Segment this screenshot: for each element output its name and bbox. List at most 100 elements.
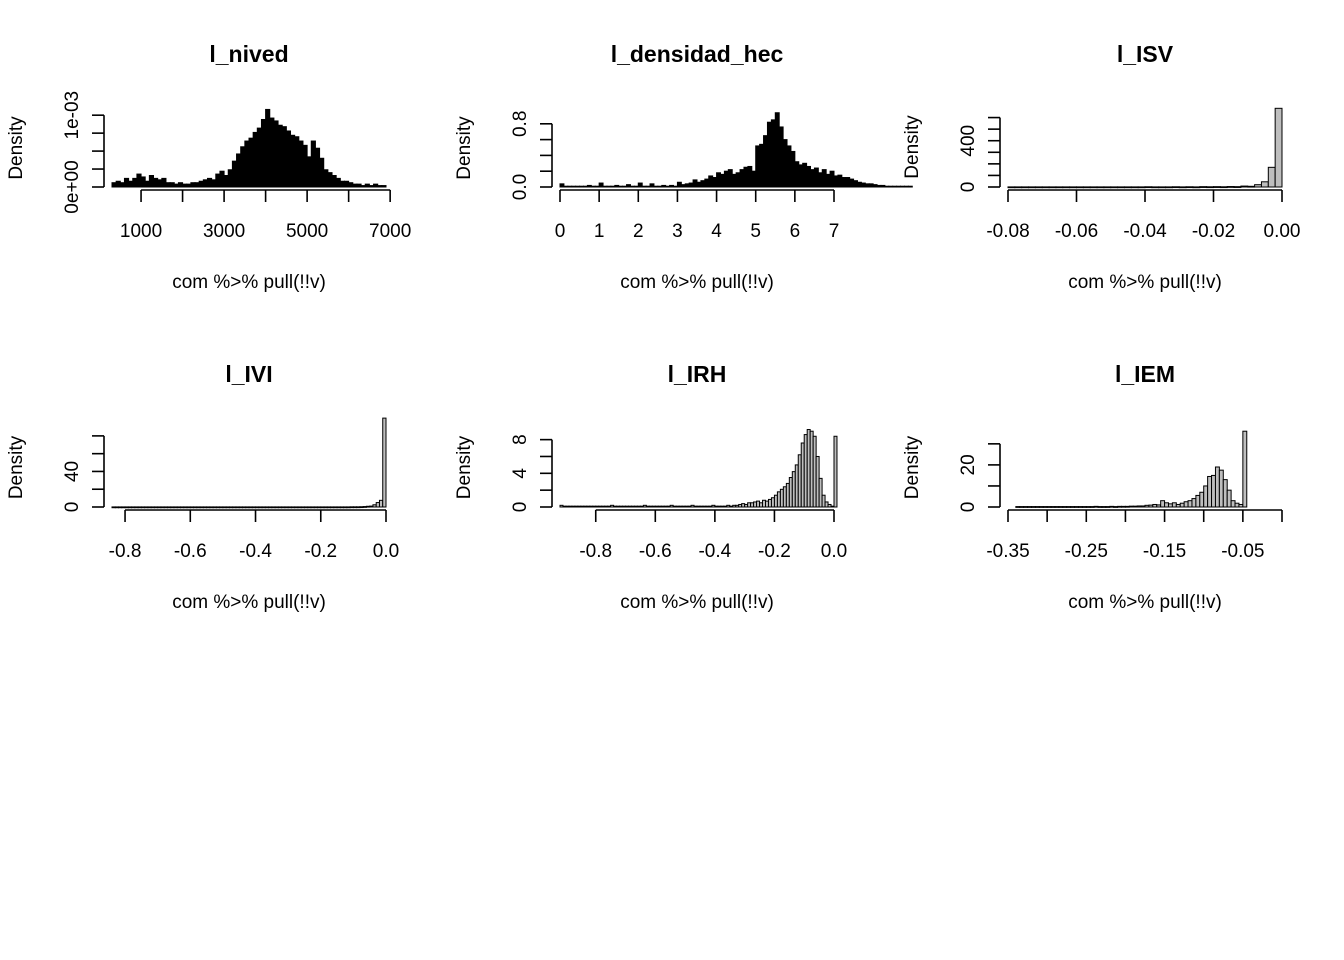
- histogram-bar: [618, 185, 624, 188]
- histogram-bar: [1199, 186, 1208, 188]
- histogram-bar: [892, 185, 898, 188]
- histogram-panel: l_IEM -0.35 -0.25 -0.15 -0.05 0 20 com %>% pull…: [902, 361, 1283, 613]
- x-tick-label: -0.2: [758, 541, 791, 562]
- histogram-bar: [1105, 506, 1111, 508]
- histogram-bar: [1096, 186, 1105, 189]
- histogram-bar: [327, 172, 333, 188]
- y-tick-label: 400: [958, 125, 979, 157]
- histogram-bar: [1109, 505, 1115, 508]
- histogram-bar: [1254, 184, 1262, 188]
- histogram-bar: [368, 185, 375, 188]
- histogram-bar: [614, 184, 620, 188]
- histogram-bar: [1050, 506, 1056, 508]
- histogram-bar: [1103, 186, 1112, 189]
- histogram-bar: [806, 165, 812, 188]
- x-tick-label: -0.6: [174, 541, 207, 562]
- histogram-bar: [719, 173, 725, 188]
- histogram-bar: [582, 185, 588, 188]
- histogram-bar: [1117, 186, 1125, 189]
- histogram-bar: [236, 153, 242, 188]
- histogram-bar: [1191, 498, 1197, 508]
- y-tick-label: 0e+00: [62, 160, 83, 213]
- x-tick-label: -0.25: [1065, 541, 1108, 562]
- y-axis-label: Density: [454, 435, 475, 499]
- histogram-bar: [821, 169, 827, 188]
- histogram-bar: [190, 182, 196, 188]
- histogram-bar: [1152, 503, 1158, 508]
- histogram-bar: [1195, 494, 1201, 508]
- histogram-bar: [1199, 491, 1205, 508]
- histogram-bar: [825, 173, 831, 188]
- y-tick-label: 0: [62, 502, 83, 513]
- histogram-bar: [653, 185, 659, 188]
- histogram-bar: [884, 185, 890, 188]
- histogram-bar: [1214, 466, 1220, 508]
- histogram-bar: [610, 185, 616, 188]
- histogram-bar: [598, 182, 604, 188]
- histogram-bar: [853, 180, 858, 188]
- histogram-bar: [132, 177, 138, 188]
- y-axis-label: Density: [6, 116, 27, 180]
- histogram-bar: [708, 175, 714, 188]
- histogram-bar: [1113, 506, 1119, 508]
- histogram-bar: [1156, 504, 1162, 508]
- histogram-bar: [310, 140, 316, 188]
- histogram-bar: [1042, 506, 1048, 508]
- histogram-panel: l_ISV -0.08 -0.06 -0.04 -0.02 0.00 0 400 com %>%…: [902, 41, 1300, 293]
- histogram-bar: [770, 119, 776, 188]
- histogram-bar: [1240, 185, 1249, 188]
- histogram-bar: [888, 185, 894, 188]
- histogram-bar: [575, 185, 581, 188]
- histogram-bar: [606, 185, 612, 188]
- x-tick-label: -0.8: [109, 541, 142, 562]
- histogram-bar: [231, 160, 238, 188]
- panel-title: l_densidad_hec: [611, 41, 784, 67]
- y-tick-label: 0.8: [510, 111, 531, 137]
- histogram-bar: [786, 145, 792, 188]
- histogram-bar: [868, 183, 874, 188]
- histogram-bar: [1158, 186, 1167, 189]
- histogram-bar: [1014, 186, 1023, 189]
- histogram-panel: l_densidad_hec 0 1 2 3 4 5 6 7 0.0 0.8 com %>% pull…: [454, 41, 913, 293]
- histogram-bar: [1267, 166, 1276, 188]
- histogram-bar: [661, 184, 667, 188]
- x-tick-label: -0.08: [986, 221, 1029, 242]
- y-tick-label: 0: [510, 502, 531, 513]
- histogram-bar: [364, 183, 370, 188]
- x-tick-label: 2: [633, 221, 644, 242]
- x-tick-label: -0.4: [239, 541, 272, 562]
- histogram-bar: [1130, 186, 1139, 189]
- histogram-bar: [1213, 186, 1221, 188]
- x-axis-label: com %>% pull(!!v): [620, 272, 774, 293]
- histogram-bar: [1023, 506, 1029, 508]
- histogram-bar: [860, 182, 866, 188]
- histogram-bar: [1124, 505, 1130, 508]
- histogram-bar: [763, 135, 768, 188]
- histogram-bar: [747, 165, 753, 188]
- histogram-bar: [849, 178, 855, 188]
- histogram-bar: [1055, 186, 1064, 189]
- histogram-bar: [586, 184, 592, 188]
- histogram-bar: [1066, 506, 1072, 508]
- histogram-bar: [676, 181, 682, 188]
- histogram-panel: l_nived 1000 3000 5000 7000 0e+00 1e-03 com %>%…: [6, 41, 411, 293]
- x-tick-label: 1000: [120, 221, 162, 242]
- histogram-bar: [1140, 505, 1146, 508]
- histogram-bar: [692, 179, 698, 188]
- histogram-bar: [817, 172, 823, 188]
- x-tick-label: 0.00: [1264, 221, 1301, 242]
- histogram-bar: [723, 170, 729, 188]
- histogram-bar: [1203, 485, 1209, 508]
- x-tick-label: 6: [790, 221, 801, 242]
- histogram-bar: [751, 170, 757, 188]
- histogram-bar: [148, 175, 155, 188]
- histogram-bar: [227, 169, 233, 188]
- histogram-bar: [864, 183, 870, 188]
- histogram-bar: [563, 185, 569, 188]
- x-tick-label: 5000: [286, 221, 328, 242]
- histogram-bar: [215, 173, 221, 188]
- histogram-bar: [602, 185, 608, 188]
- histogram-bar: [766, 121, 772, 188]
